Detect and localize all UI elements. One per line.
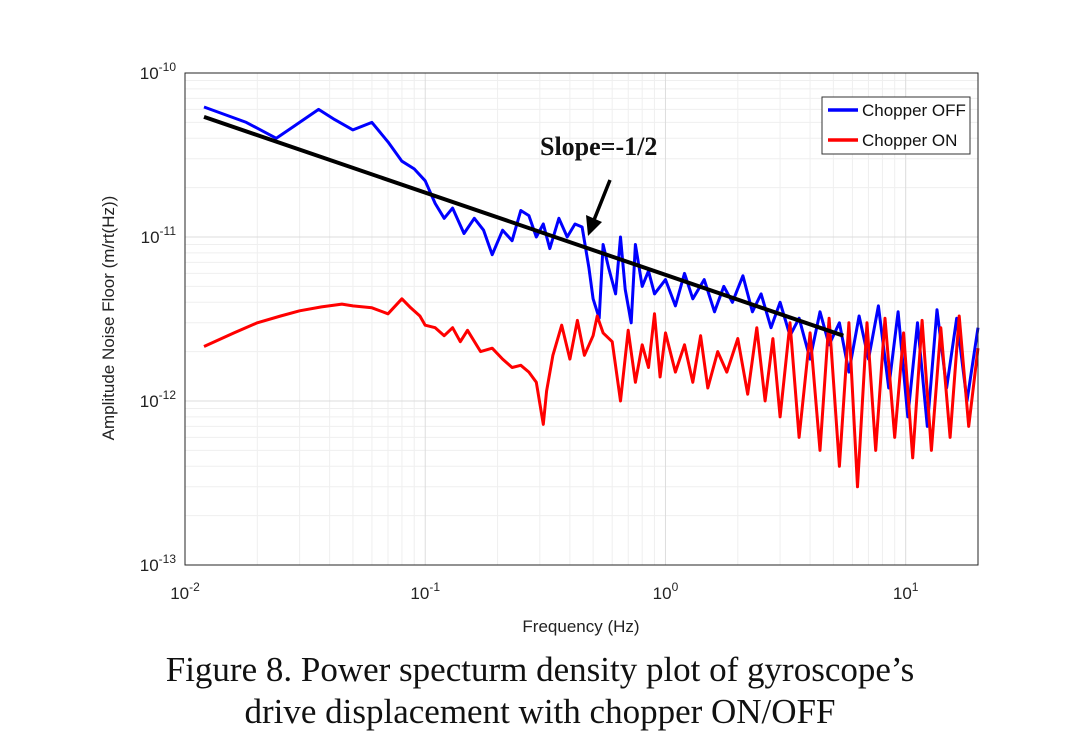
x-tick-label: 101 (893, 580, 919, 603)
x-tick-label: 10-1 (410, 580, 440, 603)
psd-chart: 10-2 10-1 100 101 10-13 10-12 10-11 10-10 Freq… (99, 60, 980, 636)
figure-caption-line-2: drive displacement with chopper ON/OFF (244, 692, 836, 731)
legend-box (821, 96, 971, 155)
series-layer (203, 105, 980, 489)
series-chopper-off-line (203, 105, 980, 428)
y-tick-label: 10-12 (140, 388, 177, 411)
x-axis-title: Frequency (Hz) (522, 617, 639, 636)
y-axis-title: Amplitude Noise Floor (m/rt(Hz)) (99, 196, 118, 441)
x-tick-label: 10-2 (170, 580, 200, 603)
x-tick-label: 100 (653, 580, 679, 603)
legend-label-chopper-off: Chopper OFF (862, 101, 966, 120)
y-tick-label: 10-11 (141, 224, 177, 247)
y-tick-labels: 10-13 10-12 10-11 10-10 (140, 60, 177, 575)
figure-caption-line-1: Figure 8. Power specturm density plot of… (165, 650, 915, 689)
x-tick-labels: 10-2 10-1 100 101 (170, 580, 919, 603)
annotation-arrow (586, 179, 612, 236)
plot-frame (184, 72, 979, 566)
series-chopper-on-line (203, 297, 980, 489)
slope-fit-line (203, 115, 844, 338)
slope-annotation: Slope=-1/2 (540, 132, 657, 161)
legend: Chopper OFF Chopper ON (821, 96, 971, 155)
y-tick-label: 10-10 (140, 60, 177, 83)
legend-label-chopper-on: Chopper ON (862, 131, 957, 150)
y-tick-label: 10-13 (140, 552, 177, 575)
